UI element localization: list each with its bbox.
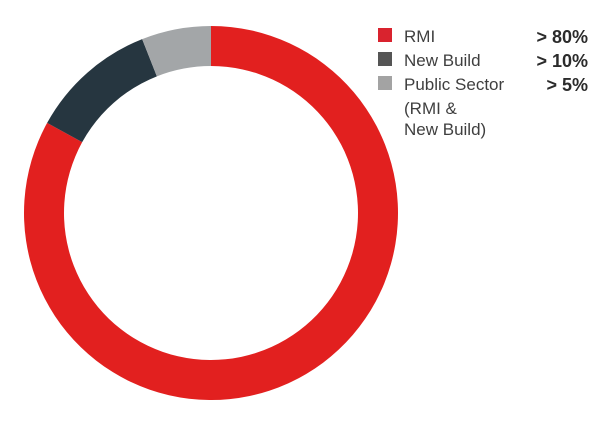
legend-item-rmi: RMI > 80%	[378, 26, 588, 48]
legend-note-line-1: (RMI &	[404, 99, 457, 118]
legend-label-public-sector: Public Sector	[404, 75, 505, 94]
legend-swatch-public-sector	[378, 76, 392, 90]
legend-item-new-build: New Build > 10%	[378, 50, 588, 72]
donut-slice-new-build	[47, 39, 157, 143]
legend-note-line-2: New Build)	[404, 120, 487, 139]
legend-swatch-new-build	[378, 52, 392, 66]
legend-value-new-build: > 10%	[536, 51, 588, 71]
legend: RMI > 80% New Build > 10% Public Sector …	[378, 26, 588, 140]
donut-slice-public-sector	[142, 26, 211, 77]
legend-value-public-sector: > 5%	[546, 75, 588, 95]
legend-label-new-build: New Build	[404, 51, 481, 70]
legend-label-rmi: RMI	[404, 27, 436, 46]
legend-swatch-rmi	[378, 28, 392, 42]
donut-slices	[23, 26, 399, 401]
legend-value-rmi: > 80%	[536, 27, 588, 47]
legend-item-public-sector: Public Sector > 5%	[378, 74, 588, 96]
